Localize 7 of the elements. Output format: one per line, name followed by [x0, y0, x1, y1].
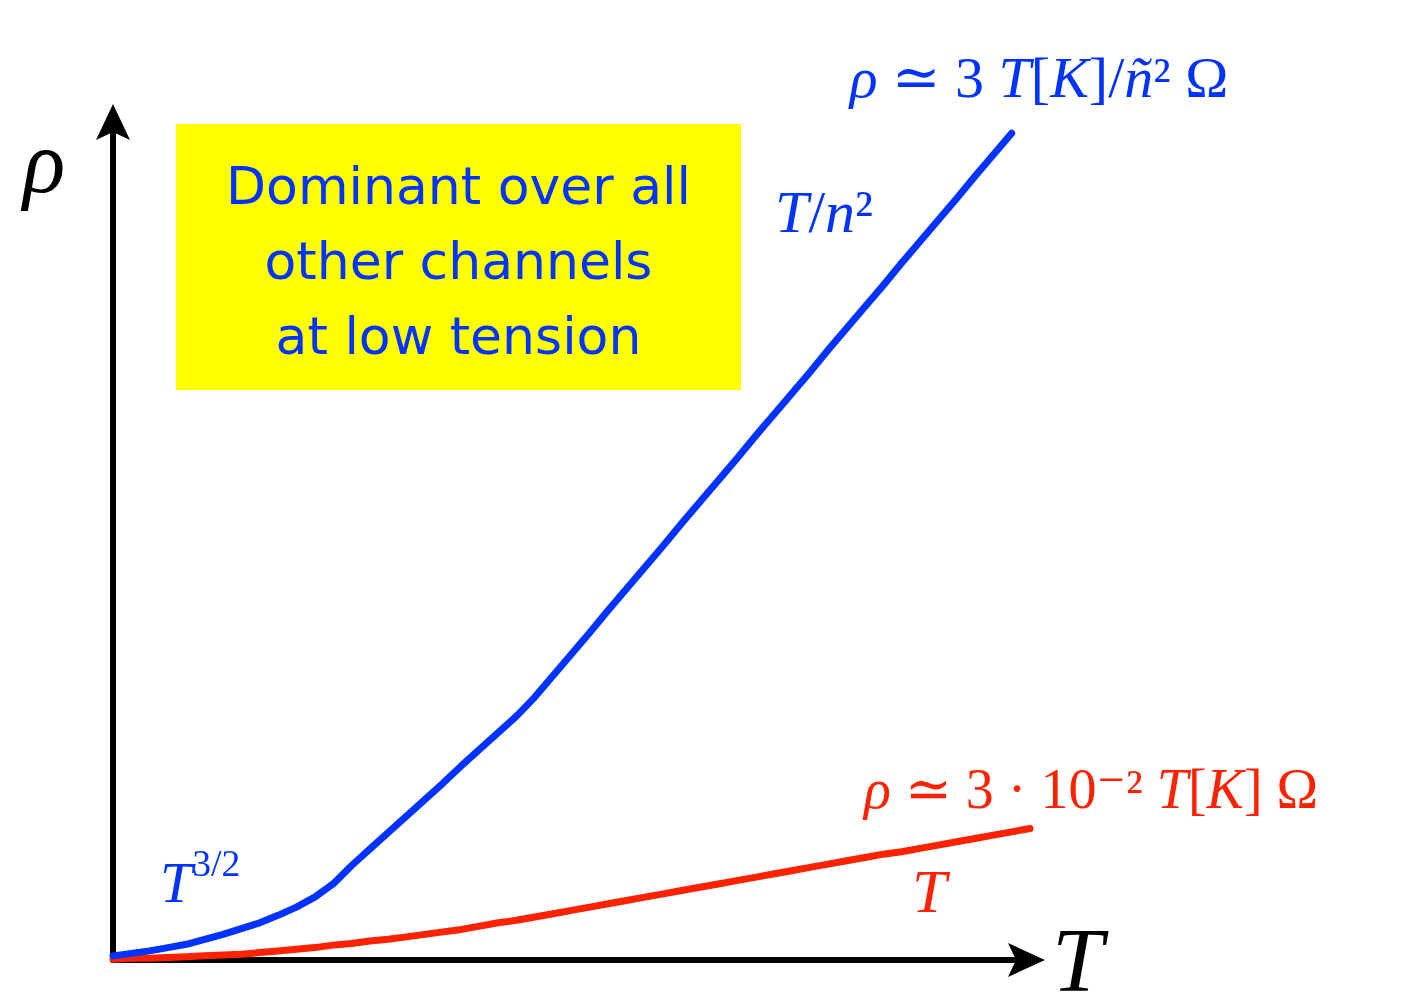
y-axis-title: ρ: [20, 113, 66, 211]
series-label: ρ ≃ 3 · 10⁻² T[K] Ω: [862, 757, 1319, 820]
x-axis-title: T: [1052, 909, 1109, 993]
annotation: T$^{3/2}$: [160, 841, 241, 915]
annotation: Dominant over all other channels at low tension: [225, 155, 692, 368]
series-label: ρ ≃ 3 T[K]/ñ² Ω: [847, 44, 1229, 110]
annotation: T/n²: [775, 179, 874, 245]
